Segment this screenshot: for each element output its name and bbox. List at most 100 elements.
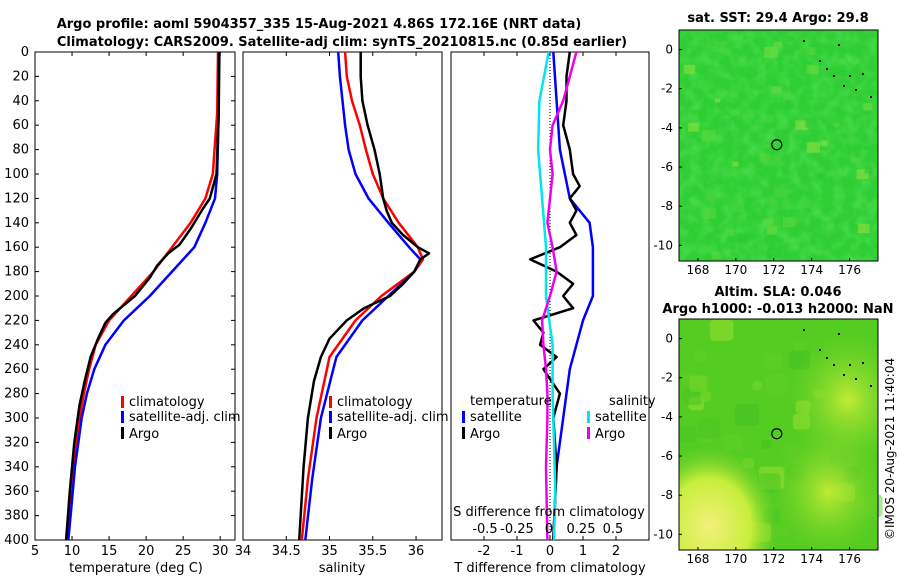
- sst-cell: [691, 110, 699, 116]
- s-tick: -0.25: [500, 522, 534, 537]
- t-difference-xlabel: T difference from climatology: [453, 561, 646, 576]
- sst-map-texture: [679, 30, 878, 261]
- series-line-argo: [297, 52, 431, 540]
- sst-cell: [857, 223, 870, 233]
- temperature-panel: 0204060801001201401601802002202402602803…: [4, 45, 649, 576]
- depth-tick-label: 240: [4, 338, 29, 353]
- x-tick-label: 34.5: [272, 544, 301, 559]
- sst-cell: [774, 41, 782, 48]
- sst-cell: [763, 218, 773, 226]
- legend-swatch-satellite-clim: [121, 411, 124, 423]
- imos-credit: ©IMOS 20-Aug-2021 11:40:04: [883, 358, 897, 540]
- sst-cell: [856, 169, 869, 179]
- sla-map-frame: [678, 318, 879, 551]
- sst-cell: [763, 114, 774, 123]
- figure-title-line1: Argo profile: aoml 5904357_335 15-Aug-20…: [57, 17, 582, 32]
- map-x-tick-label: 170: [724, 552, 747, 566]
- island-speck: [870, 96, 872, 98]
- temperature-xlabel: temperature (deg C): [69, 561, 203, 576]
- sst-cell: [786, 35, 794, 42]
- island-speck: [849, 364, 851, 366]
- series-line-s-satellite: [536, 52, 557, 540]
- island-speck: [843, 85, 845, 87]
- legend-title-salinity: salinity: [609, 394, 656, 409]
- sla-map-title: Altim. SLA: 0.046: [715, 285, 842, 300]
- depth-tick-label: 220: [4, 313, 29, 328]
- depth-tick-label: 20: [12, 69, 29, 84]
- sla-map-subtitle: Argo h1000: -0.013 h2000: NaN: [662, 302, 893, 317]
- depth-tick-label: 320: [4, 435, 29, 450]
- sst-cell: [759, 153, 771, 163]
- sla-map-axes: 168 170 172 174 176 0 -2 -4 -6 -8 -10: [653, 332, 861, 566]
- x-tick-label: -2: [478, 544, 491, 559]
- sst-cell: [767, 154, 781, 165]
- x-tick-label: 35: [321, 544, 338, 559]
- map-y-tick-label: -8: [661, 488, 673, 502]
- map-y-tick-label: -10: [653, 527, 673, 541]
- sla-map-islands: [803, 329, 872, 387]
- x-tick-label: 30: [212, 544, 229, 559]
- s-difference-label: S difference from climatology: [453, 505, 645, 520]
- map-x-tick-label: 168: [686, 552, 709, 566]
- island-speck: [855, 89, 857, 91]
- island-speck: [803, 40, 805, 42]
- sst-cell: [775, 129, 789, 141]
- sst-cell: [771, 123, 777, 128]
- x-tick-label: 36: [408, 544, 425, 559]
- map-x-tick-label: 176: [838, 552, 861, 566]
- sst-cell: [757, 80, 766, 87]
- sst-cell: [737, 234, 749, 243]
- map-x-tick-label: 174: [800, 552, 823, 566]
- island-speck: [833, 75, 835, 77]
- series-line-t-satellite: [552, 52, 595, 540]
- map-x-tick-label: 172: [762, 552, 785, 566]
- map-y-tick-label: -2: [661, 371, 673, 385]
- legend-title-temperature: temperature: [470, 394, 552, 409]
- sla-argo-marker: [771, 428, 783, 440]
- legend-label-s-argo: Argo: [595, 427, 625, 442]
- legend-swatch-t-argo: [462, 427, 465, 439]
- legend-label-argo: Argo: [129, 427, 159, 442]
- sst-cell: [730, 245, 736, 250]
- legend-label-climatology: climatology: [337, 395, 413, 410]
- sst-cell: [730, 83, 742, 93]
- depth-tick-label: 0: [21, 45, 29, 60]
- depth-tick-label: 200: [4, 289, 29, 304]
- island-speck: [826, 68, 828, 70]
- sst-map-islands: [803, 40, 872, 98]
- legend-swatch-climatology: [329, 396, 332, 408]
- x-tick-label: 34: [235, 544, 252, 559]
- sst-cell: [689, 113, 699, 121]
- map-x-tick-label: 174: [800, 263, 823, 277]
- sst-cell: [780, 124, 787, 130]
- difference-legend: temperature salinity satellite Argo sate…: [462, 394, 656, 442]
- island-speck: [803, 329, 805, 331]
- depth-tick-label: 60: [12, 118, 29, 133]
- sst-cell: [806, 142, 820, 153]
- sst-cell: [772, 86, 782, 94]
- depth-tick-label: 400: [4, 533, 29, 548]
- legend-swatch-s-argo: [587, 427, 590, 439]
- s-tick: 0.5: [603, 522, 624, 537]
- sst-cell: [767, 226, 778, 235]
- map-y-tick-label: -10: [653, 238, 673, 252]
- difference-panel: -2 -1 0 1 2 S difference from climatology -0…: [450, 51, 656, 576]
- legend-label-satellite-clim: satellite-adj. clim: [337, 410, 449, 425]
- sst-cell: [725, 228, 735, 237]
- map-y-tick-label: -4: [661, 410, 673, 424]
- sst-cell: [864, 145, 870, 150]
- depth-tick-label: 180: [4, 265, 29, 280]
- legend-swatch-t-satellite: [462, 411, 465, 423]
- sst-cell: [693, 228, 700, 233]
- sst-cell: [792, 129, 798, 134]
- sst-cell: [714, 178, 722, 184]
- salinity-legend: climatology satellite-adj. clim Argo: [329, 395, 449, 442]
- difference-x-axis: -2 -1 0 1 2: [478, 52, 620, 559]
- depth-tick-label: 160: [4, 240, 29, 255]
- sst-cell: [775, 188, 788, 198]
- x-tick-label: 10: [64, 544, 81, 559]
- x-tick-label: 1: [579, 544, 587, 559]
- depth-tick-label: 40: [12, 94, 29, 109]
- sst-map-title: sat. SST: 29.4 Argo: 29.8: [687, 11, 868, 26]
- figure-title-line2: Climatology: CARS2009. Satellite-adj cli…: [57, 35, 627, 50]
